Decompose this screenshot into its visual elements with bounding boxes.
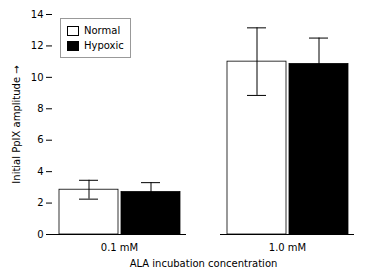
- svg-text:6: 6: [37, 134, 43, 145]
- svg-text:10: 10: [31, 72, 44, 83]
- svg-text:ALA incubation concentration: ALA incubation concentration: [130, 258, 278, 269]
- svg-text:2: 2: [37, 197, 43, 208]
- svg-text:12: 12: [31, 40, 44, 51]
- svg-text:0: 0: [37, 229, 43, 240]
- svg-text:Initial PpIX amplitude →: Initial PpIX amplitude →: [11, 65, 22, 183]
- svg-text:14: 14: [31, 9, 44, 20]
- html-text:Normal: Normal: [84, 25, 121, 36]
- svg-text:0.1 mM: 0.1 mM: [101, 242, 138, 253]
- html-text:Hypoxic: Hypoxic: [84, 40, 124, 51]
- svg-text:1.0 mM: 1.0 mM: [269, 242, 306, 253]
- svg-text:8: 8: [37, 103, 43, 114]
- svg-text:4: 4: [37, 166, 43, 177]
